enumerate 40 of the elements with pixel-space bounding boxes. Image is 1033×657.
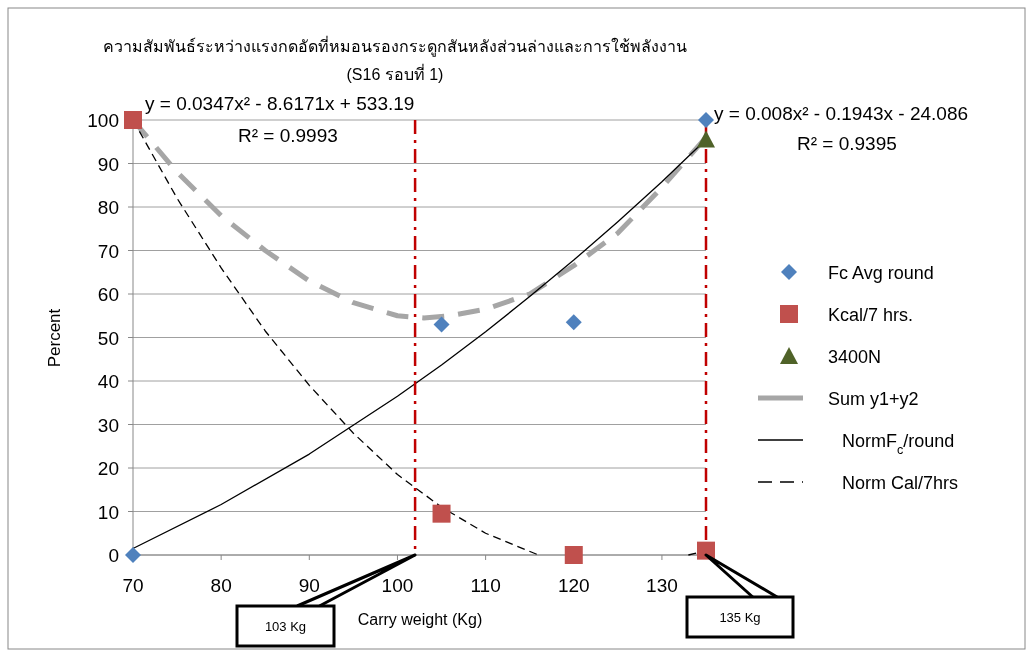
legend-label: 3400N <box>828 347 882 367</box>
annotation: R² = 0.9993 <box>238 125 338 146</box>
point <box>698 112 714 128</box>
x-axis-title: Carry weight (Kg) <box>357 611 483 628</box>
point <box>564 546 583 564</box>
y-tick-label: 20 <box>97 458 119 479</box>
text: y = 0.0347x² - 8.6171x + 533.19 <box>145 93 415 114</box>
point <box>125 547 141 563</box>
point <box>697 130 715 148</box>
x-tick-label: 90 <box>298 575 320 596</box>
x-tick-label: 120 <box>557 575 590 596</box>
chart-subtitle: (S16 รอบที่ 1) <box>346 63 444 83</box>
chart-title: ความสัมพันธ์ระหว่างแรงกดอัดที่หมอนรองกระดูกสันหลังส่วนล่างและการใช้พลังงาน <box>103 35 687 57</box>
legend-label: Fc Avg round <box>828 263 934 283</box>
y-tick-label: 50 <box>97 327 119 349</box>
text: R² = 0.9395 <box>797 133 897 154</box>
y-axis-title: Percent <box>45 308 64 368</box>
x-tick-label: 110 <box>470 575 501 596</box>
legend-label: Sum y1+y2 <box>828 389 919 409</box>
legend-label: NormF$_{c}$/round <box>842 431 955 457</box>
point <box>565 314 582 331</box>
point <box>124 111 142 129</box>
y-tick-label: 100 <box>87 110 119 131</box>
y-tick-label: 40 <box>97 371 119 392</box>
legend-label: Norm Cal/7hrs <box>842 473 959 493</box>
y-tick-label: 60 <box>97 284 119 305</box>
x-tick-label: 130 <box>646 575 678 596</box>
y-tick-label: 90 <box>97 153 119 175</box>
x-tick-label: 100 <box>381 575 414 596</box>
point <box>433 316 450 333</box>
y-tick-label: 70 <box>97 240 119 262</box>
legend-label: Kcal/7 hrs. <box>828 305 914 325</box>
y-tick-label: 80 <box>97 197 119 218</box>
y-tick-label: 0 <box>108 545 119 566</box>
x-tick-label: 80 <box>210 575 232 596</box>
x-tick-label: 70 <box>122 575 144 596</box>
y-tick-label: 10 <box>97 501 119 523</box>
text: y = 0.008x² - 0.1943x - 24.086 <box>714 103 969 124</box>
y-tick-label: 30 <box>97 414 119 436</box>
point <box>432 504 451 523</box>
